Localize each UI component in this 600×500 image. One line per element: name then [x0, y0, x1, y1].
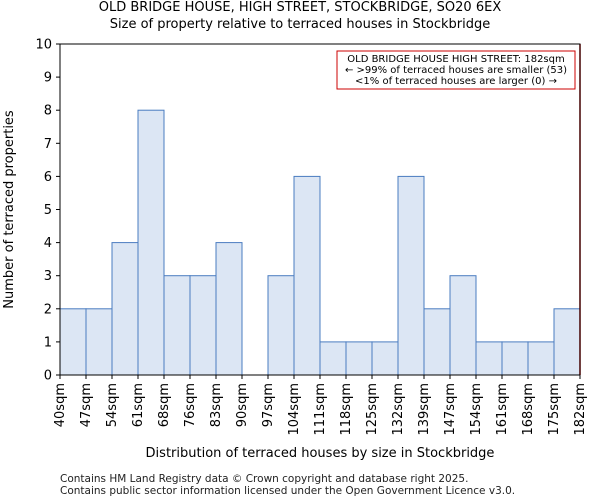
y-tick-label: 2: [44, 302, 52, 317]
annotation-border: [336, 50, 576, 90]
x-tick-label: 83sqm: [209, 383, 224, 427]
x-tick-label: 125sqm: [365, 383, 380, 436]
x-tick-label: 97sqm: [261, 383, 276, 427]
histogram-bar: [319, 341, 347, 376]
histogram-bar: [85, 308, 113, 376]
histogram-bar: [267, 275, 295, 376]
x-tick-label: 118sqm: [339, 383, 354, 436]
x-tick-label: 104sqm: [287, 383, 302, 436]
y-tick-label: 1: [44, 335, 52, 350]
x-tick-label: 154sqm: [469, 383, 484, 436]
y-tick-label: 4: [44, 236, 52, 251]
annotation-line-2: ← >99% of terraced houses are smaller (5…: [345, 65, 567, 76]
y-tick-label: 5: [44, 203, 52, 218]
y-axis-label: Number of terraced properties: [2, 110, 17, 309]
chart-subtitle: Size of property relative to terraced ho…: [109, 17, 491, 32]
footer-copyright: Contains HM Land Registry data © Crown c…: [60, 473, 469, 485]
footer-licence: Contains public sector information licen…: [60, 485, 516, 497]
histogram-bar: [137, 109, 165, 376]
x-tick-label: 68sqm: [157, 383, 172, 427]
histogram-bar: [501, 341, 529, 376]
histogram-bar: [527, 341, 555, 376]
y-tick-label: 9: [44, 71, 52, 86]
plot-frame: [59, 43, 581, 376]
histogram-bar: [371, 341, 399, 376]
histogram-bar: [449, 275, 477, 376]
histogram-chart: 0 1 2 3 4 5 6 7 8 9 10 40sqm 47sqm 54sqm 61sqm 68sqm 76…: [2, 38, 588, 462]
histogram-bar: [111, 242, 139, 376]
histogram-bar: [345, 341, 373, 376]
y-tick-label: 0: [44, 369, 52, 384]
x-tick-label: 182sqm: [573, 383, 588, 436]
x-tick-label: 147sqm: [443, 383, 458, 436]
annotation-box: OLD BRIDGE HOUSE HIGH STREET: 182sqm ← >…: [336, 50, 576, 90]
y-tick-label: 10: [35, 38, 52, 53]
histogram-bar: [553, 308, 581, 376]
x-tick-label: 61sqm: [131, 383, 146, 427]
histogram-bar: [293, 175, 321, 376]
histogram-bar: [215, 242, 243, 376]
annotation-line-1: OLD BRIDGE HOUSE HIGH STREET: 182sqm: [347, 54, 564, 65]
annotation-line-3: <1% of terraced houses are larger (0) →: [355, 76, 557, 87]
x-tick-label: 111sqm: [313, 383, 328, 436]
x-tick-label: 47sqm: [79, 383, 94, 427]
y-tick-label: 6: [44, 170, 52, 185]
bars-group: [59, 109, 581, 376]
histogram-bar: [475, 341, 503, 376]
histogram-bar: [423, 308, 451, 376]
chart-title: OLD BRIDGE HOUSE, HIGH STREET, STOCKBRID…: [98, 0, 502, 15]
histogram-bar: [59, 308, 87, 376]
y-tick-label: 7: [44, 137, 52, 152]
x-axis: 40sqm 47sqm 54sqm 61sqm 68sqm 76sqm 83sqm 90sqm…: [53, 375, 588, 436]
y-axis: 0 1 2 3 4 5 6 7 8 9 10: [35, 38, 60, 384]
y-tick-label: 3: [44, 269, 52, 284]
x-tick-label: 168sqm: [521, 383, 536, 436]
x-tick-label: 132sqm: [391, 383, 406, 436]
x-tick-label: 161sqm: [495, 383, 510, 436]
x-tick-label: 40sqm: [53, 383, 68, 427]
x-axis-label: Distribution of terraced houses by size …: [146, 446, 495, 461]
x-tick-label: 175sqm: [547, 383, 562, 436]
histogram-bar: [397, 175, 425, 376]
x-tick-label: 54sqm: [105, 383, 120, 427]
histogram-bar: [189, 275, 217, 376]
x-tick-label: 90sqm: [235, 383, 250, 427]
y-tick-label: 8: [44, 104, 52, 119]
x-tick-label: 139sqm: [417, 383, 432, 436]
x-tick-label: 76sqm: [183, 383, 198, 427]
histogram-bar: [163, 275, 191, 376]
